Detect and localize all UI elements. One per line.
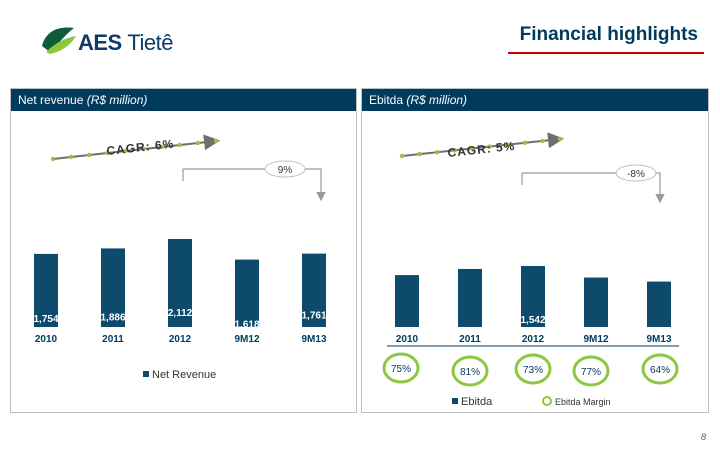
margin-label-2012: 73% [523,365,543,376]
growth-label: -8% [627,169,645,180]
cagr-dot [417,151,422,157]
cagr-dot [522,140,528,145]
growth-badge [615,164,657,182]
data-label-2010: 1,311 [395,335,420,346]
bar-2011 [101,248,125,327]
cagr-dot [470,146,475,151]
net-revenue-chart: 1,754 2010 1,886 2011 2,112 2012 1,618 9M12 1,76… [33,134,327,381]
ebitda-unit: (R$ million) [406,93,468,107]
logo-leaf-dark-icon [42,27,74,52]
cagr-dot [399,153,405,159]
cagr-dot [213,138,219,144]
legend-label: Net Revenue [152,369,216,381]
margin-label-2010: 75% [391,364,411,375]
logo-leaf-light-icon [46,36,76,54]
bar-2012 [521,265,545,327]
cagr-label: CAGR: 5% [447,139,516,160]
net-revenue-panel: Net revenue (R$ million) 1,754 2010 1,886 2… [10,88,357,413]
growth-badge [264,160,306,178]
ebitda-panel: Ebitda (R$ million) 1,311 2010 1,466 2011 1,… [361,88,709,413]
cagr-dot [141,146,146,152]
logo-word: AES [78,30,122,55]
page-number: 8 [700,432,706,442]
margin-circle-2011 [451,355,489,387]
margin-circle-2012 [514,353,552,385]
ebitda-header: Ebitda (R$ million) [362,89,708,111]
cagr-dot [50,156,56,162]
bar-2010 [34,253,58,327]
data-label-9M12: 1,250 [583,338,608,349]
legend-label: Ebitda [461,396,493,408]
margin-label-2011: 81% [460,367,480,378]
margin-circle-9M13 [641,353,679,385]
cagr-label: CAGR: 6% [106,137,175,158]
aes-tiete-logo [42,27,76,54]
bar-9M13 [647,281,671,327]
cagr-dot [540,138,545,144]
cagr-dot [159,144,164,150]
bar-9M12 [584,277,608,327]
category-label-2011: 2011 [459,334,481,345]
data-label-2012: 1,542 [520,315,545,326]
cagr-dot [123,148,128,154]
legend2-swatch [542,396,552,406]
category-label-9M13: 9M13 [646,334,671,345]
data-label-9M12: 1,618 [234,320,259,331]
slide-title: Financial highlights [519,24,698,45]
growth-bracket [522,172,665,204]
margin-circle-2010 [382,352,420,384]
cagr-dot [452,148,457,153]
cagr-dot [105,150,110,156]
category-label-9M13: 9M13 [301,334,326,345]
title-underline [508,52,704,54]
margin-label-9M12: 77% [581,367,601,378]
category-label-2010: 2010 [35,334,58,345]
cagr-dot [195,140,201,146]
category-label-2012: 2012 [169,334,192,345]
category-label-9M12: 9M12 [583,334,608,345]
cagr-dot [68,154,74,160]
data-label-9M13: 1,761 [301,311,326,322]
cagr-dot [557,136,563,142]
cagr-dot [487,144,492,149]
bar-9M12 [235,259,259,327]
ebitda-title: Ebitda [369,93,404,107]
cagr-dot [177,142,182,148]
cagr-arrow [52,134,220,160]
bar-2010 [395,275,419,327]
growth-bracket [183,168,326,202]
cagr-dot [87,152,92,158]
category-label-2012: 2012 [522,334,545,345]
bar-2012 [168,239,192,327]
logo-word2: Tietê [127,30,173,55]
cagr-arrow [401,132,564,157]
growth-label: 9% [278,165,293,176]
data-label-2012: 2,112 [168,308,193,319]
category-label-2010: 2010 [396,334,419,345]
margin-circle-9M12 [572,355,610,387]
category-label-9M12: 9M12 [234,334,259,345]
net-revenue-unit: (R$ million) [86,93,148,107]
logo-text: AES Tietê [78,30,173,56]
legend-swatch [143,371,149,377]
cagr-dot [505,142,510,147]
legend-swatch [452,398,458,404]
net-revenue-title: Net revenue [18,93,84,107]
margin-label-9M13: 64% [650,365,670,376]
data-label-2011: 1,466 [457,329,482,340]
bar-2011 [458,268,482,327]
data-label-2010: 1,754 [33,314,58,325]
net-revenue-header: Net revenue (R$ million) [11,89,356,111]
cagr-dot [434,150,440,155]
category-label-2011: 2011 [102,334,124,345]
bar-9M13 [302,253,326,327]
data-label-2011: 1,886 [100,312,125,323]
legend2-label: Ebitda Margin [555,397,611,407]
